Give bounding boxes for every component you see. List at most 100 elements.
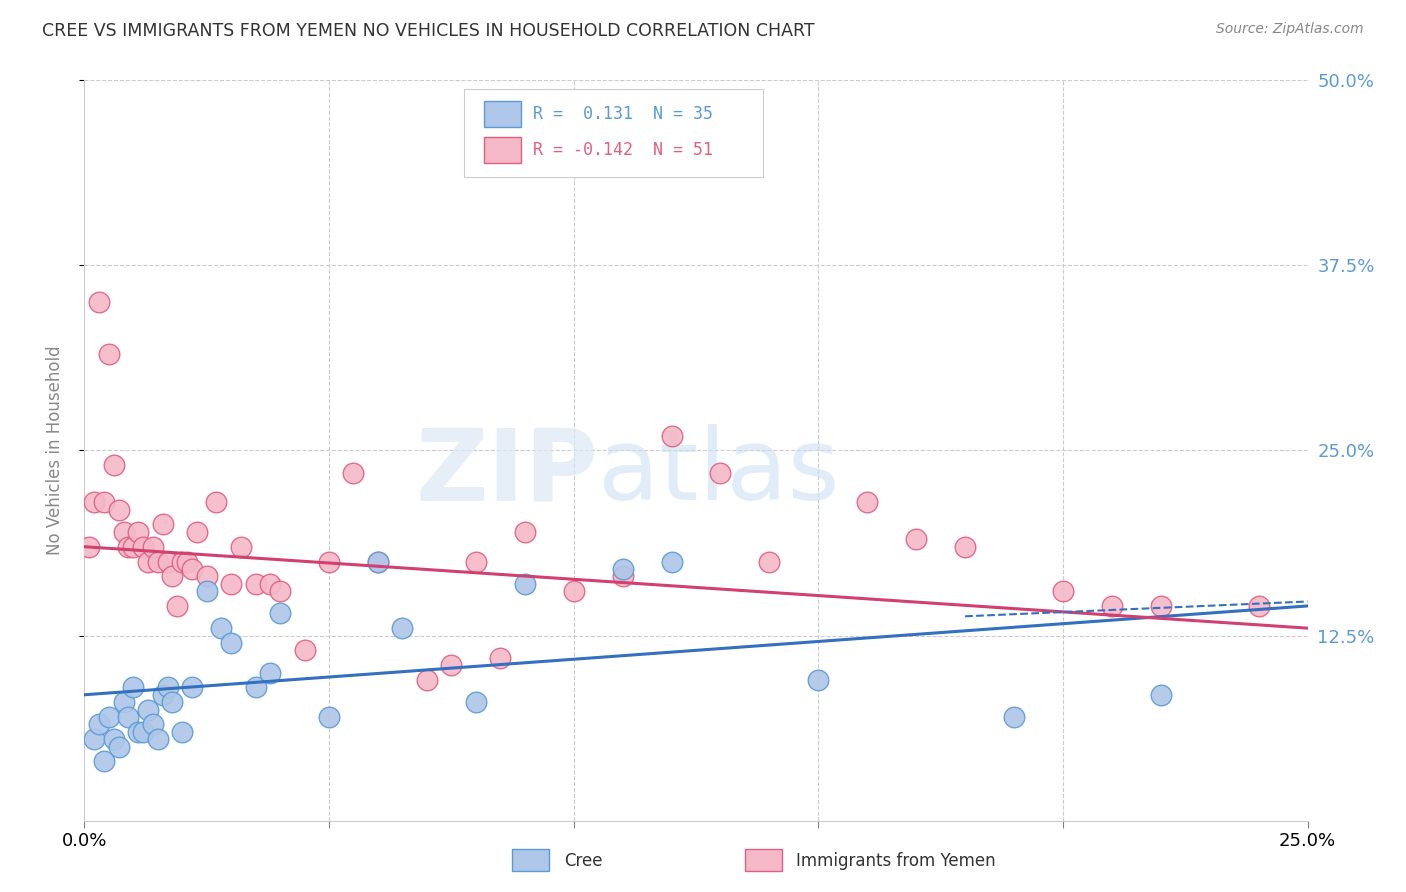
Point — [489, 650, 512, 665]
Point — [229, 540, 252, 554]
Text: R =  0.131  N = 35: R = 0.131 N = 35 — [533, 105, 713, 123]
FancyBboxPatch shape — [464, 89, 763, 177]
Text: ZIP: ZIP — [415, 425, 598, 521]
Point — [195, 569, 218, 583]
Point — [1002, 710, 1025, 724]
Point — [464, 695, 486, 709]
Point — [152, 688, 174, 702]
Point — [464, 555, 486, 569]
Text: Cree: Cree — [564, 853, 602, 871]
Point — [195, 584, 218, 599]
Point — [259, 665, 281, 680]
Point — [136, 555, 159, 569]
Point — [146, 732, 169, 747]
Point — [318, 555, 340, 569]
Point — [219, 636, 242, 650]
Point — [122, 540, 145, 554]
Point — [1247, 599, 1270, 613]
Point — [77, 540, 100, 554]
Point — [181, 562, 204, 576]
Point — [1101, 599, 1123, 613]
Point — [162, 569, 184, 583]
Point — [245, 576, 267, 591]
Point — [513, 576, 536, 591]
Point — [269, 607, 291, 621]
Point — [103, 732, 125, 747]
Point — [166, 599, 188, 613]
Point — [127, 524, 149, 539]
Point — [391, 621, 413, 635]
Point — [156, 681, 179, 695]
Point — [156, 555, 179, 569]
Point — [87, 717, 110, 731]
Point — [117, 540, 139, 554]
Point — [146, 555, 169, 569]
Bar — [513, 849, 550, 871]
Point — [269, 584, 291, 599]
Point — [440, 658, 463, 673]
Point — [97, 710, 120, 724]
Point — [97, 347, 120, 361]
Text: Immigrants from Yemen: Immigrants from Yemen — [796, 853, 995, 871]
Point — [132, 540, 155, 554]
Point — [856, 495, 879, 509]
Point — [219, 576, 242, 591]
Bar — [745, 849, 782, 871]
Point — [318, 710, 340, 724]
Point — [83, 732, 105, 747]
Point — [758, 555, 780, 569]
Point — [93, 755, 115, 769]
Text: atlas: atlas — [598, 425, 839, 521]
Point — [661, 555, 683, 569]
Point — [87, 295, 110, 310]
Point — [1150, 599, 1173, 613]
Point — [205, 495, 228, 509]
Point — [181, 681, 204, 695]
Point — [93, 495, 115, 509]
Point — [661, 428, 683, 442]
Point — [709, 466, 731, 480]
Point — [112, 695, 135, 709]
Text: R = -0.142  N = 51: R = -0.142 N = 51 — [533, 141, 713, 160]
Text: CREE VS IMMIGRANTS FROM YEMEN NO VEHICLES IN HOUSEHOLD CORRELATION CHART: CREE VS IMMIGRANTS FROM YEMEN NO VEHICLE… — [42, 22, 815, 40]
Point — [142, 540, 165, 554]
Point — [186, 524, 208, 539]
Point — [245, 681, 267, 695]
Point — [807, 673, 830, 687]
Point — [612, 569, 634, 583]
Point — [562, 584, 585, 599]
Point — [107, 739, 129, 754]
Point — [953, 540, 976, 554]
Point — [83, 495, 105, 509]
Point — [176, 555, 198, 569]
Bar — [484, 137, 522, 163]
Text: Source: ZipAtlas.com: Source: ZipAtlas.com — [1216, 22, 1364, 37]
Point — [905, 533, 928, 547]
Bar — [484, 102, 522, 128]
Point — [367, 555, 389, 569]
Point — [342, 466, 364, 480]
Point — [172, 555, 194, 569]
Point — [162, 695, 184, 709]
Point — [416, 673, 439, 687]
Point — [103, 458, 125, 473]
Point — [209, 621, 232, 635]
Point — [294, 643, 316, 657]
Point — [132, 724, 155, 739]
Point — [513, 524, 536, 539]
Y-axis label: No Vehicles in Household: No Vehicles in Household — [45, 345, 63, 556]
Point — [1150, 688, 1173, 702]
Point — [367, 555, 389, 569]
Point — [127, 724, 149, 739]
Point — [172, 724, 194, 739]
Point — [142, 717, 165, 731]
Point — [107, 502, 129, 516]
Point — [612, 562, 634, 576]
Point — [122, 681, 145, 695]
Point — [112, 524, 135, 539]
Point — [1052, 584, 1074, 599]
Point — [117, 710, 139, 724]
Point — [152, 517, 174, 532]
Point — [259, 576, 281, 591]
Point — [136, 703, 159, 717]
